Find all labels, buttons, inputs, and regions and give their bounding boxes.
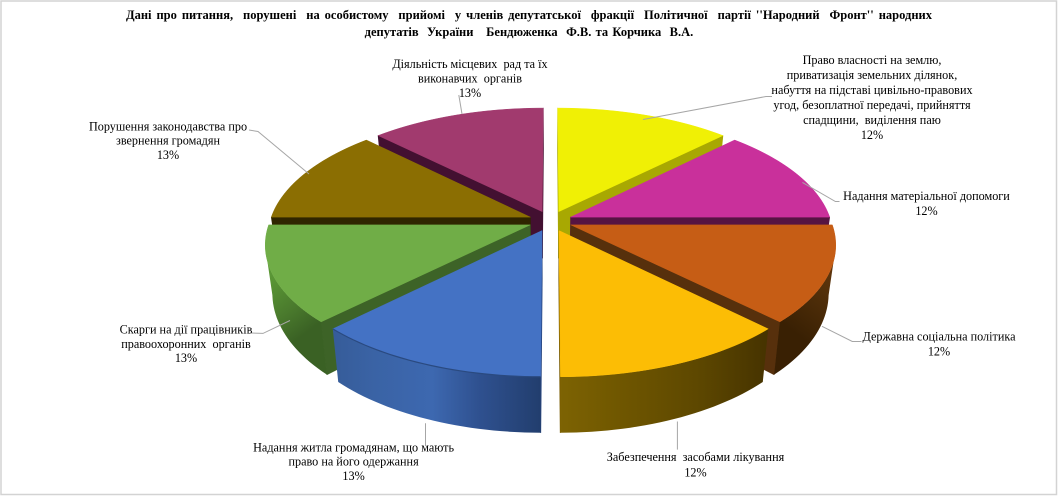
svg-text:виконавчих органів: виконавчих органів [418,71,522,85]
svg-text:13%: 13% [459,86,481,100]
svg-text:приватизація земельних ділянок: приватизація земельних ділянок, [787,68,958,82]
svg-text:12%: 12% [684,466,706,480]
svg-text:13%: 13% [157,148,179,162]
svg-text:Право власності на землю,: Право власності на землю, [803,53,942,67]
svg-text:Порушення законодавства про: Порушення законодавства про [89,119,247,133]
svg-text:Надання житла громадянам, що м: Надання житла громадянам, що мають [253,440,454,454]
svg-text:13%: 13% [175,351,197,365]
svg-text:Дані про питання, порушені н: Дані про питання, порушені на особистому… [126,8,933,22]
svg-text:набуття на підставі цивільно-п: набуття на підставі цивільно-правових [771,83,972,97]
svg-text:Діяльність місцевих рад та їх: Діяльність місцевих рад та їх [392,57,547,71]
svg-text:Забезпечення засобами лікуван: Забезпечення засобами лікування [607,450,785,464]
svg-text:правоохоронних органів: правоохоронних органів [121,337,251,351]
svg-text:12%: 12% [915,204,937,218]
svg-text:12%: 12% [861,128,883,142]
svg-text:Надання матеріальної допомоги: Надання матеріальної допомоги [843,189,1010,203]
svg-text:депутатів України Бендюженк: депутатів України Бендюженка Ф.В. та Кор… [365,25,694,39]
svg-text:право на його одержання: право на його одержання [288,455,419,469]
svg-text:12%: 12% [928,345,950,359]
svg-text:спадщини, виділення паю: спадщини, виділення паю [803,113,941,127]
svg-text:угод, безоплатної передачі, пр: угод, безоплатної передачі, прийняття [773,98,971,112]
svg-text:Державна соціальна політика: Державна соціальна політика [863,330,1017,344]
svg-text:Скарги на дії працівників: Скарги на дії працівників [120,322,253,336]
svg-text:13%: 13% [342,469,364,483]
svg-text:звернення громадян: звернення громадян [116,134,220,148]
